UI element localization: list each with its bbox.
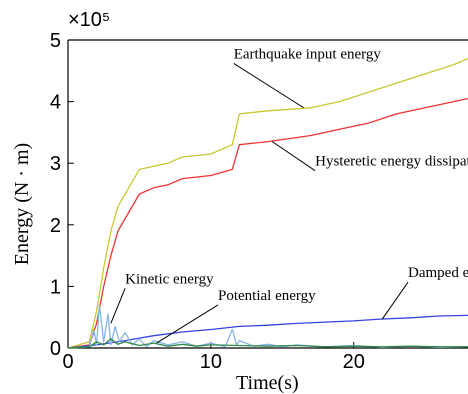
annotation-leader-earthquake-input-energy bbox=[233, 63, 304, 109]
x-tick-label: 10 bbox=[200, 351, 222, 373]
series-line-earthquake-input-energy bbox=[67, 57, 468, 349]
annotation-label-kinetic-energy: Kinetic energy bbox=[125, 271, 214, 287]
y-tick-label: 4 bbox=[50, 92, 61, 114]
annotation-leader-hysteretic-energy-dissipation bbox=[272, 141, 316, 172]
annotation-leader-damped-energy-dissipation bbox=[381, 281, 409, 320]
series-line-damped-energy-dissipation bbox=[67, 314, 468, 349]
y-multiplier-label: ×10⁵ bbox=[68, 9, 110, 31]
x-axis-title: Time(s) bbox=[236, 372, 299, 394]
annotation-leader-kinetic-energy bbox=[110, 288, 126, 324]
annotation-label-damped-energy-dissipation: Damped energy dissipation bbox=[408, 265, 468, 281]
x-tick-label: 20 bbox=[343, 351, 365, 373]
y-tick-label: 3 bbox=[50, 153, 61, 175]
annotation-label-potential-energy: Potential energy bbox=[218, 288, 316, 304]
annotation-leader-potential-energy bbox=[156, 304, 219, 344]
annotation-label-hysteretic-energy-dissipation: Hysteretic energy dissipation bbox=[315, 154, 468, 170]
y-tick-label: 1 bbox=[50, 276, 61, 298]
series-line-potential-energy bbox=[67, 338, 468, 349]
x-tick-label: 0 bbox=[62, 351, 73, 373]
y-tick-label: 5 bbox=[50, 30, 61, 52]
y-axis-title: Energy (N · m) bbox=[11, 143, 33, 265]
annotation-label-earthquake-input-energy: Earthquake input energy bbox=[234, 46, 382, 62]
series-line-hysteretic-energy-dissipation bbox=[67, 97, 468, 349]
y-tick-label: 0 bbox=[50, 338, 61, 360]
y-tick-label: 2 bbox=[50, 215, 61, 237]
series-line-kinetic-energy bbox=[67, 304, 468, 349]
